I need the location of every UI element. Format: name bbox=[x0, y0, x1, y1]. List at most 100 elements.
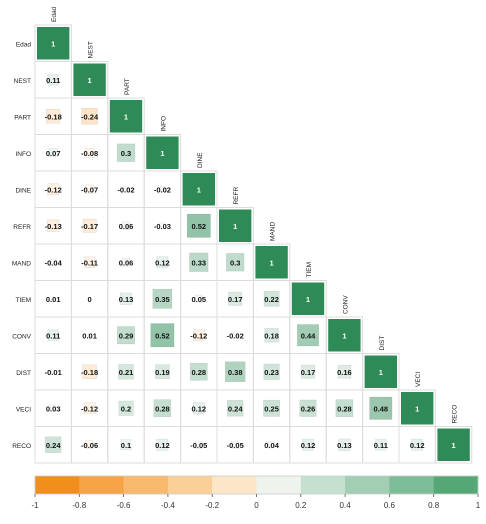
heatmap-cell-part-nest bbox=[81, 108, 98, 125]
heatmap-cell-mand-nest bbox=[83, 256, 96, 268]
heatmap-cell-conv-conv bbox=[328, 319, 361, 352]
heatmap-cell-veci-info bbox=[153, 399, 172, 418]
heatmap-cell-conv-part bbox=[117, 326, 135, 345]
row-label-edad: Edad bbox=[16, 41, 32, 48]
heatmap-cell-refr-nest bbox=[82, 218, 97, 233]
colorbar-segment bbox=[79, 476, 124, 494]
cell-value-label: -0.05 bbox=[190, 441, 207, 450]
row-label-mand: MAND bbox=[12, 260, 31, 267]
cell-value-label: 0.28 bbox=[191, 368, 206, 377]
grid-cell bbox=[434, 426, 473, 464]
heatmap-cell-mand-info bbox=[156, 256, 169, 269]
row-label-dine: DINE bbox=[15, 187, 31, 194]
heatmap-cell-reco-mand bbox=[268, 441, 276, 449]
heatmap-cell-dist-tiem bbox=[301, 364, 315, 379]
cell-value-label: 1 bbox=[379, 368, 383, 377]
colorbar-tick-label: -0.6 bbox=[117, 501, 131, 510]
colorbar-tick-label: 0 bbox=[254, 501, 259, 510]
cell-value-label: -0.18 bbox=[81, 368, 98, 377]
cell-value-label: 0.12 bbox=[301, 441, 316, 450]
cell-value-label: 1 bbox=[452, 441, 456, 450]
colorbar-tick-label: -0.2 bbox=[205, 501, 219, 510]
row-label-nest: NEST bbox=[14, 78, 31, 85]
colorbar-segment bbox=[345, 476, 390, 494]
cell-value-label: -0.18 bbox=[45, 112, 62, 121]
cell-value-label: 0.06 bbox=[119, 222, 134, 231]
cell-value-label: 1 bbox=[88, 76, 92, 85]
cell-value-label: 0.12 bbox=[155, 441, 170, 450]
heatmap-cell-edad-edad bbox=[37, 27, 70, 60]
cell-value-label: 0.21 bbox=[119, 368, 134, 377]
heatmap-cell-info-info bbox=[146, 136, 179, 169]
cell-value-label: -0.12 bbox=[45, 185, 62, 194]
colorbar-segment bbox=[212, 476, 257, 494]
heatmap-cell-dist-part bbox=[118, 364, 134, 380]
column-label-edad: Edad bbox=[51, 6, 58, 22]
cell-value-label: 0.28 bbox=[155, 404, 170, 413]
cell-value-label: 0.33 bbox=[191, 258, 206, 267]
colorbar-segment bbox=[433, 476, 479, 494]
heatmap-cell-dist-dine bbox=[189, 362, 208, 381]
heatmap-cell-refr-refr bbox=[219, 209, 252, 242]
cell-value-label: 0.52 bbox=[155, 331, 170, 340]
cell-value-label: -0.02 bbox=[227, 331, 244, 340]
cell-value-label: 0.12 bbox=[410, 441, 425, 450]
cell-value-label: 1 bbox=[415, 404, 419, 413]
cell-value-label: 0.1 bbox=[121, 441, 131, 450]
colorbar-tick-label: 0.2 bbox=[295, 501, 307, 510]
column-label-info: INFO bbox=[160, 116, 167, 132]
heatmap-cell-refr-part bbox=[121, 221, 131, 230]
colorbar: -1 -0.8 -0.6 -0.4 -0.2 0 0.2 0.4 0.6 0.8 1 bbox=[31, 475, 481, 510]
label-layer: Edad Edad NEST NEST PART PART INFO INFO DINE DINE… bbox=[12, 6, 459, 449]
heatmap-cell-conv-edad bbox=[47, 329, 59, 341]
heatmap-cell-veci-edad bbox=[50, 405, 57, 412]
cell-value-label: 0.17 bbox=[301, 368, 316, 377]
colorbar-segment bbox=[300, 476, 346, 494]
cell-value-label: 1 bbox=[306, 295, 310, 304]
column-label-conv: CONV bbox=[342, 295, 349, 314]
colorbar-tick-label: -0.4 bbox=[161, 501, 175, 510]
cell-value-label: 0.44 bbox=[301, 331, 316, 340]
cell-value-label: -0.17 bbox=[81, 222, 98, 231]
heatmap-cell-reco-part bbox=[120, 439, 132, 451]
cell-value-label: -0.02 bbox=[117, 185, 134, 194]
cell-value-label: 0.23 bbox=[264, 368, 279, 377]
row-label-dist: DIST bbox=[16, 370, 31, 377]
colorbar-segment bbox=[389, 476, 434, 494]
row-label-veci: VECI bbox=[16, 406, 31, 413]
column-label-nest: NEST bbox=[88, 41, 95, 58]
row-label-part: PART bbox=[14, 114, 31, 121]
heatmap-cell-reco-veci bbox=[411, 438, 424, 451]
heatmap-cell-veci-mand bbox=[263, 399, 280, 417]
column-label-tiem: TIEM bbox=[306, 262, 313, 278]
column-label-dist: DIST bbox=[379, 336, 386, 351]
cell-value-label: 0.38 bbox=[228, 368, 243, 377]
cell-value-label: 0.01 bbox=[82, 331, 97, 340]
cell-value-label: 0.25 bbox=[264, 404, 279, 413]
heatmap-cell-veci-dine bbox=[192, 402, 205, 415]
cell-value-label: 1 bbox=[197, 185, 201, 194]
cell-value-label: 0.04 bbox=[264, 441, 279, 450]
cell-value-label: -0.13 bbox=[45, 222, 62, 231]
heatmap-cell-tiem-dine bbox=[194, 294, 203, 303]
cell-value-label: 0.01 bbox=[46, 295, 61, 304]
cell-value-label: 0.11 bbox=[46, 331, 60, 340]
heatmap-cell-conv-refr bbox=[232, 332, 238, 338]
heatmap-cell-veci-veci bbox=[401, 392, 434, 425]
cell-value-label: 1 bbox=[342, 331, 346, 340]
cell-value-label: -0.12 bbox=[190, 331, 207, 340]
heatmap-cell-mand-refr bbox=[226, 253, 245, 272]
cell-value-label: 0.06 bbox=[119, 258, 134, 267]
cell-value-label: 0.24 bbox=[228, 404, 243, 413]
heatmap-cell-tiem-mand bbox=[263, 290, 280, 307]
colorbar-tick-label: -1 bbox=[31, 501, 39, 510]
heatmap-cell-reco-reco bbox=[437, 428, 470, 461]
cell-value-label: 0.11 bbox=[374, 441, 388, 450]
heatmap-cell-refr-info bbox=[159, 222, 166, 229]
cell-value-label: 0.3 bbox=[230, 258, 240, 267]
heatmap-cell-tiem-tiem bbox=[291, 282, 325, 315]
heatmap-cell-part-part bbox=[109, 100, 143, 133]
heatmap-cell-dine-nest bbox=[85, 184, 95, 194]
cell-value-label: 0.05 bbox=[191, 295, 206, 304]
